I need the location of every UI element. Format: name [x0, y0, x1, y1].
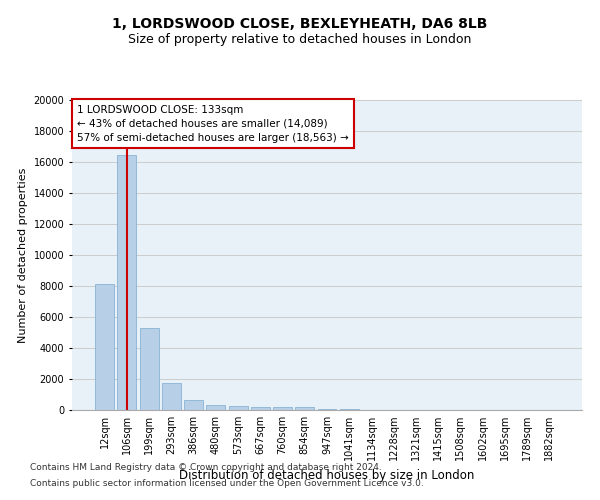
Bar	[95, 284, 114, 410]
Bar	[317, 409, 337, 410]
Text: Size of property relative to detached houses in London: Size of property relative to detached ho…	[128, 32, 472, 46]
Bar	[118, 155, 136, 410]
Bar	[229, 406, 248, 410]
Bar	[273, 407, 292, 410]
Bar	[184, 400, 203, 410]
Bar	[340, 409, 359, 410]
Bar	[251, 407, 270, 410]
Text: Contains HM Land Registry data © Crown copyright and database right 2024.: Contains HM Land Registry data © Crown c…	[30, 464, 382, 472]
Y-axis label: Number of detached properties: Number of detached properties	[18, 168, 28, 342]
X-axis label: Distribution of detached houses by size in London: Distribution of detached houses by size …	[179, 468, 475, 481]
Text: Contains public sector information licensed under the Open Government Licence v3: Contains public sector information licen…	[30, 478, 424, 488]
Text: 1 LORDSWOOD CLOSE: 133sqm
← 43% of detached houses are smaller (14,089)
57% of s: 1 LORDSWOOD CLOSE: 133sqm ← 43% of detac…	[77, 104, 349, 142]
Bar	[295, 408, 314, 410]
Bar	[162, 383, 181, 410]
Text: 1, LORDSWOOD CLOSE, BEXLEYHEATH, DA6 8LB: 1, LORDSWOOD CLOSE, BEXLEYHEATH, DA6 8LB	[112, 18, 488, 32]
Bar	[206, 404, 225, 410]
Bar	[140, 328, 158, 410]
